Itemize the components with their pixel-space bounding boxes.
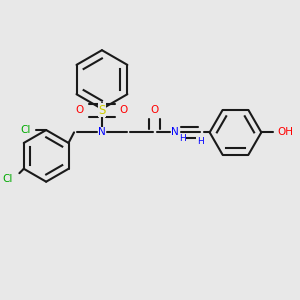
Text: O: O: [151, 105, 159, 116]
Text: O: O: [120, 105, 128, 116]
Text: N: N: [98, 128, 106, 137]
Text: N: N: [171, 128, 179, 137]
Text: S: S: [98, 104, 106, 117]
Text: OH: OH: [278, 128, 293, 137]
Text: H: H: [197, 137, 204, 146]
Text: O: O: [76, 105, 84, 116]
Text: Cl: Cl: [20, 125, 31, 135]
Text: H: H: [179, 134, 186, 143]
Text: Cl: Cl: [2, 174, 13, 184]
